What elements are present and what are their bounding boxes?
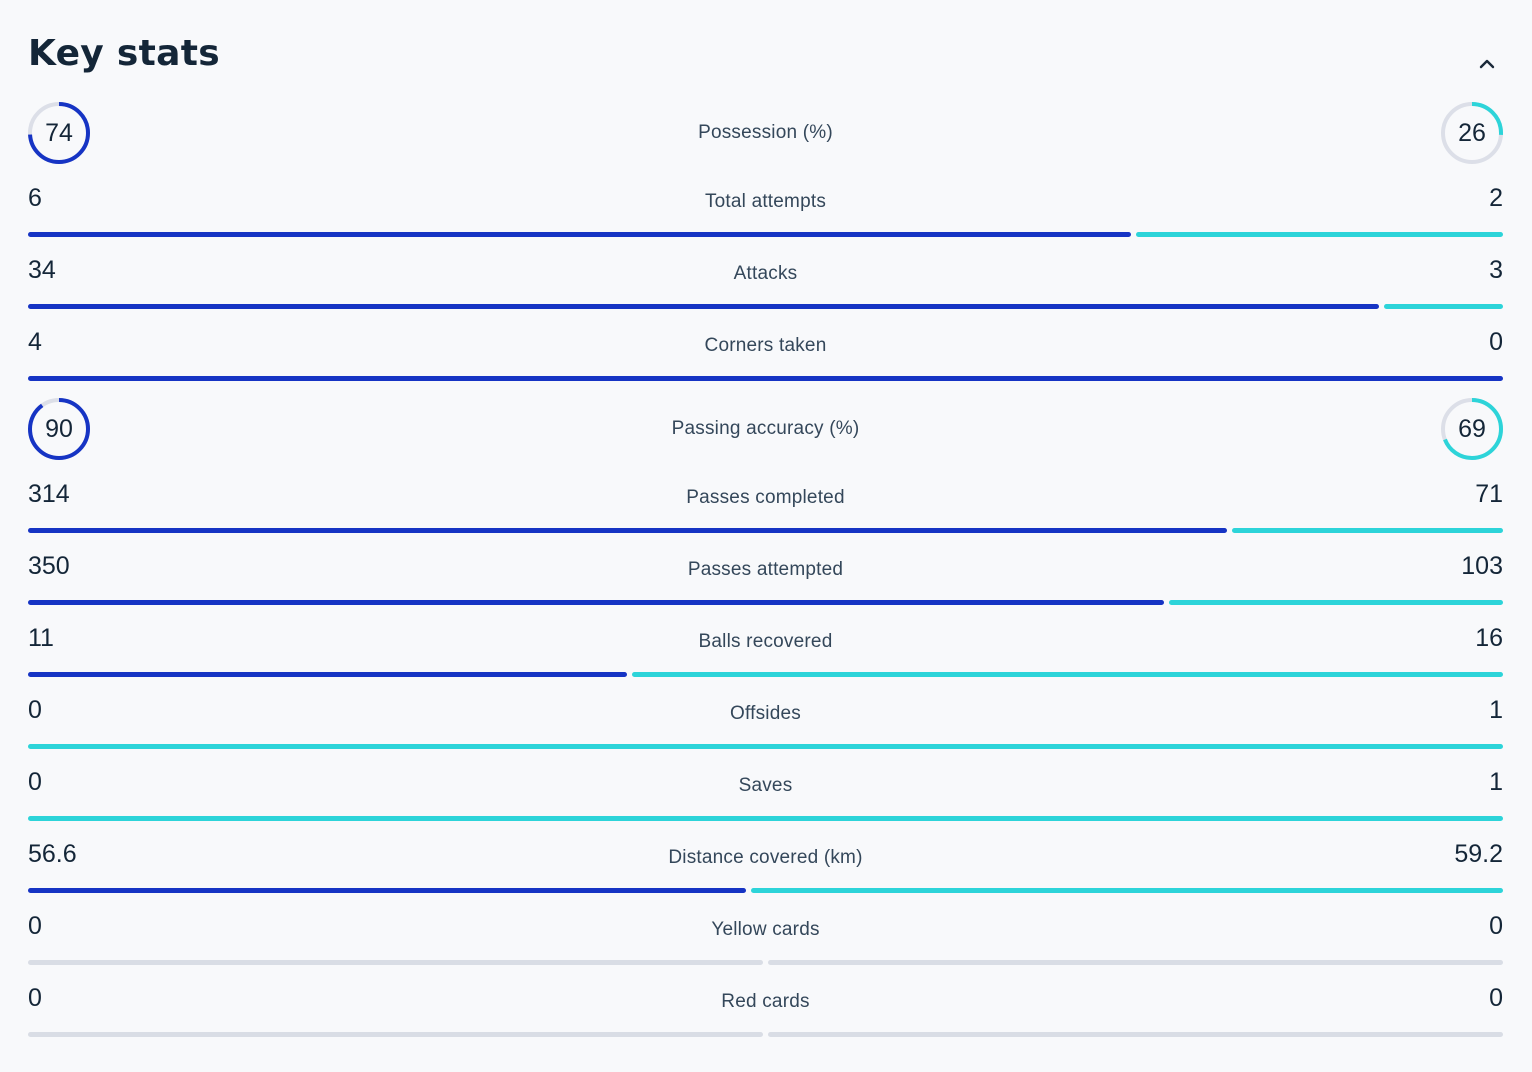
comparison-bar	[28, 672, 1503, 677]
away-value: 1	[1489, 696, 1503, 724]
stat-row: 56.6 Distance covered (km) 59.2	[28, 838, 1503, 910]
comparison-bar	[28, 744, 1503, 749]
stat-row: 6 Total attempts 2	[28, 182, 1503, 254]
away-value: 16	[1475, 624, 1503, 652]
section-title: Key stats	[28, 33, 220, 74]
comparison-bar	[28, 816, 1503, 821]
home-value: 56.6	[28, 840, 77, 868]
home-value: 11	[28, 624, 54, 652]
stat-label: Offsides	[730, 703, 801, 724]
stat-row: 0 Red cards 0	[28, 982, 1503, 1054]
stat-label: Saves	[738, 775, 793, 796]
away-ring: 69	[1439, 396, 1505, 462]
away-bar-segment	[28, 816, 1503, 821]
away-value: 0	[1489, 328, 1503, 356]
away-ring-chart	[1441, 398, 1503, 460]
stat-label: Passes attempted	[687, 559, 844, 580]
home-value: 74	[45, 119, 73, 147]
home-ring: 74	[26, 100, 92, 166]
stat-label: Passing accuracy (%)	[671, 418, 860, 439]
stat-label: Distance covered (km)	[668, 847, 863, 868]
stat-row: 90 69 Passing accuracy (%)	[28, 396, 1503, 466]
comparison-bar	[28, 528, 1503, 533]
collapse-button[interactable]	[1472, 48, 1502, 78]
comparison-bar	[28, 888, 1503, 893]
away-ring: 26	[1439, 100, 1505, 166]
away-value: 2	[1489, 184, 1503, 212]
home-value: 0	[28, 984, 42, 1012]
stat-label: Passes completed	[686, 487, 845, 508]
away-bar-segment	[768, 960, 1503, 965]
stat-label: Possession (%)	[698, 122, 833, 143]
away-value: 3	[1489, 256, 1503, 284]
stat-row: 350 Passes attempted 103	[28, 550, 1503, 622]
chevron-up-icon	[1479, 59, 1495, 69]
stat-row: 0 Saves 1	[28, 766, 1503, 838]
away-bar-segment	[1383, 304, 1503, 309]
away-ring-arc	[1441, 102, 1503, 164]
home-value: 0	[28, 912, 42, 940]
comparison-bar	[28, 600, 1503, 605]
comparison-bar	[28, 1032, 1503, 1037]
away-value: 26	[1458, 119, 1486, 147]
home-bar-segment	[28, 376, 1503, 381]
comparison-bar	[28, 232, 1503, 237]
home-value: 34	[28, 256, 56, 284]
away-bar-segment	[1135, 232, 1503, 237]
away-ring-arc	[1441, 398, 1503, 460]
away-value: 1	[1489, 768, 1503, 796]
home-value: 0	[28, 768, 42, 796]
home-bar-segment	[28, 888, 747, 893]
away-ring-chart	[1441, 102, 1503, 164]
stat-row: 11 Balls recovered 16	[28, 622, 1503, 694]
home-bar-segment	[28, 528, 1227, 533]
home-ring-arc	[28, 398, 90, 460]
home-ring-arc	[28, 102, 90, 164]
home-ring-chart	[28, 398, 90, 460]
away-value: 71	[1475, 480, 1503, 508]
home-value: 314	[28, 480, 70, 508]
home-bar-segment	[28, 960, 763, 965]
comparison-bar	[28, 304, 1503, 309]
home-bar-segment	[28, 600, 1164, 605]
stat-row: 314 Passes completed 71	[28, 478, 1503, 550]
home-value: 6	[28, 184, 42, 212]
home-ring-chart	[28, 102, 90, 164]
home-value: 350	[28, 552, 70, 580]
home-bar-segment	[28, 1032, 763, 1037]
home-bar-segment	[28, 304, 1379, 309]
away-bar-segment	[1168, 600, 1503, 605]
away-value: 0	[1489, 984, 1503, 1012]
away-bar-segment	[1231, 528, 1503, 533]
away-value: 0	[1489, 912, 1503, 940]
home-ring: 90	[26, 396, 92, 462]
home-bar-segment	[28, 672, 627, 677]
away-value: 59.2	[1454, 840, 1503, 868]
home-value: 4	[28, 328, 42, 356]
stat-row: 0 Offsides 1	[28, 694, 1503, 766]
comparison-bar	[28, 960, 1503, 965]
stat-label: Balls recovered	[698, 631, 833, 652]
away-value: 69	[1458, 415, 1486, 443]
away-bar-segment	[28, 744, 1503, 749]
away-bar-segment	[751, 888, 1503, 893]
away-value: 103	[1461, 552, 1503, 580]
home-bar-segment	[28, 232, 1131, 237]
stat-label: Corners taken	[704, 335, 827, 356]
stat-label: Total attempts	[704, 191, 827, 212]
stat-row: 0 Yellow cards 0	[28, 910, 1503, 982]
away-bar-segment	[631, 672, 1503, 677]
stat-row: 34 Attacks 3	[28, 254, 1503, 326]
stat-label: Yellow cards	[711, 919, 820, 940]
comparison-bar	[28, 376, 1503, 381]
stat-label: Red cards	[721, 991, 810, 1012]
home-value: 90	[45, 415, 73, 443]
stat-label: Attacks	[733, 263, 798, 284]
stat-row: 74 26 Possession (%)	[28, 100, 1503, 170]
stat-row: 4 Corners taken 0	[28, 326, 1503, 398]
away-bar-segment	[768, 1032, 1503, 1037]
home-value: 0	[28, 696, 42, 724]
